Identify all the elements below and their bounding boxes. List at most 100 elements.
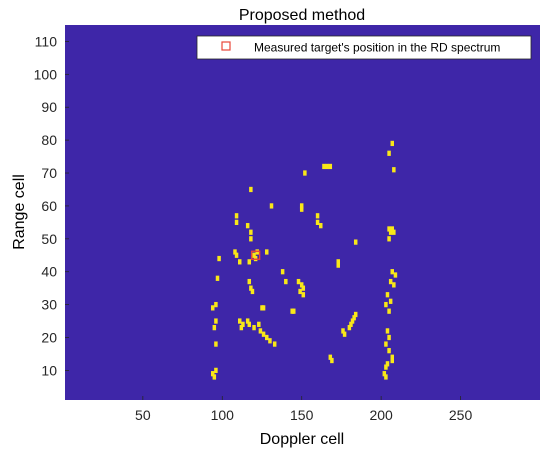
detected-cell (217, 255, 221, 262)
detected-cell (298, 288, 302, 295)
detected-cell (387, 226, 391, 232)
detected-cell (238, 318, 242, 324)
y-tick-label: 50 (41, 231, 57, 247)
detected-cell (269, 203, 274, 209)
detected-cell (393, 272, 398, 278)
y-tick-label: 20 (41, 330, 57, 346)
detected-cell (315, 213, 320, 219)
y-tick-label: 110 (35, 33, 58, 49)
detected-cell (390, 140, 394, 147)
detected-cell (350, 318, 355, 324)
legend-frame (196, 35, 532, 60)
y-tick-label: 100 (34, 66, 58, 82)
detected-cell (261, 305, 266, 311)
detected-cell (241, 321, 245, 327)
y-axis-label: Range cell (11, 174, 28, 250)
detected-cell (390, 269, 394, 275)
detected-cell (234, 219, 239, 225)
y-tick-label: 90 (41, 99, 57, 115)
detected-cell (247, 259, 252, 265)
detected-cell (385, 328, 390, 334)
detected-cell (249, 229, 253, 235)
detected-cell (214, 301, 218, 308)
y-tick-label: 60 (41, 198, 57, 214)
detected-cell (325, 163, 329, 170)
detected-cell (387, 308, 391, 314)
detected-cell (387, 348, 391, 354)
detected-cell (249, 236, 253, 242)
measured-target-layer (250, 250, 261, 260)
detected-cell (214, 318, 218, 324)
x-tick-label: 50 (135, 407, 151, 423)
detected-cell (384, 341, 388, 347)
detected-cell (387, 236, 391, 242)
detected-cell (328, 163, 333, 170)
detected-cell (214, 367, 218, 374)
y-tick-label: 70 (41, 165, 57, 181)
detected-cell (252, 325, 256, 331)
detected-cell (247, 278, 252, 285)
x-tick-label: 100 (211, 407, 235, 423)
detected-cell (233, 249, 237, 255)
detected-cell (341, 328, 345, 334)
plot-area (65, 25, 540, 400)
detected-cell (388, 298, 393, 304)
y-axis-ticks: 10 20 30 40 50 60 70 80 90 100 110 (34, 33, 69, 378)
detected-cell (387, 150, 391, 156)
detected-cell (280, 269, 285, 275)
detected-cell (234, 213, 239, 219)
detected-cell (249, 186, 253, 193)
y-tick-label: 80 (41, 132, 57, 148)
detected-cell (212, 374, 217, 380)
detected-cell (388, 229, 393, 235)
detected-cell (336, 259, 340, 265)
detected-cell (384, 301, 388, 308)
detected-cell (392, 229, 396, 235)
detected-cell (303, 170, 307, 176)
detected-cell (257, 321, 261, 327)
x-tick-label: 150 (290, 407, 314, 423)
detected-cell (322, 163, 326, 170)
detected-cell (388, 278, 393, 285)
detected-cell (284, 278, 288, 285)
detected-cell (238, 259, 242, 265)
detected-cell (384, 364, 388, 370)
detected-cell (336, 262, 340, 268)
detected-cell (268, 338, 272, 344)
detected-cell (239, 325, 244, 331)
detected-cell (353, 239, 358, 245)
detected-cell (272, 341, 277, 347)
detected-cell (330, 357, 334, 364)
detected-cell (347, 325, 352, 331)
detected-cell (301, 292, 306, 298)
detected-cell (258, 328, 263, 334)
detected-cell (290, 308, 294, 314)
detected-cell (349, 321, 353, 327)
x-tick-label: 250 (449, 407, 473, 423)
detected-cell (265, 334, 269, 341)
y-tick-label: 30 (41, 297, 57, 313)
detected-cell (387, 334, 391, 341)
detected-cell (353, 311, 358, 318)
detected-cell (301, 285, 306, 291)
legend-label: Measured target's position in the RD spe… (254, 41, 500, 55)
detected-cell (385, 361, 390, 367)
detected-cells (210, 140, 398, 380)
detected-cell (252, 252, 256, 258)
detected-cell (245, 318, 250, 324)
detected-cell (392, 167, 396, 173)
detected-cell (210, 305, 215, 311)
y-tick-label: 10 (41, 362, 57, 378)
x-axis-label: Doppler cell (260, 431, 344, 448)
detected-cell (390, 354, 394, 360)
measured-target-marker (250, 250, 261, 260)
x-axis-ticks: 50 100 150 200 250 (135, 396, 472, 423)
detected-cell (261, 331, 266, 337)
detected-cell (299, 203, 304, 209)
detected-cell (250, 288, 255, 295)
detected-cell (296, 278, 301, 285)
detected-cell (328, 354, 333, 360)
detected-cell (247, 321, 252, 327)
